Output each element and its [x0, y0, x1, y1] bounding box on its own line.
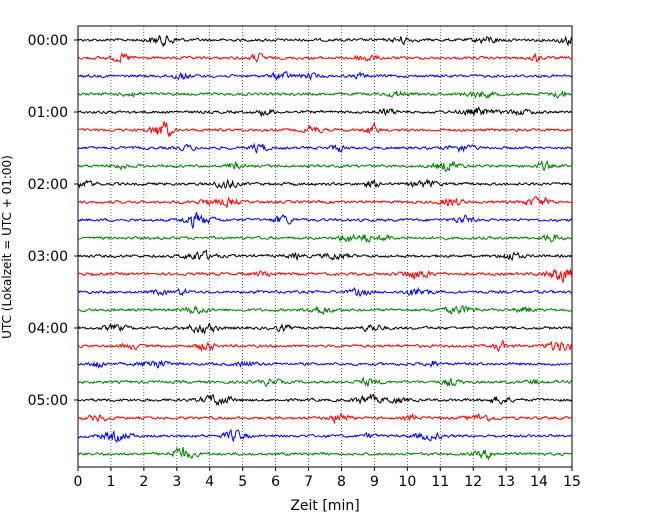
x-tick-label-4: 4 — [205, 474, 214, 490]
trace-line-17 — [77, 339, 573, 353]
x-tick-label-8: 8 — [337, 474, 346, 490]
trace-line-23 — [77, 446, 573, 461]
trace-line-13 — [77, 268, 573, 283]
x-tick-label-3: 3 — [172, 474, 181, 490]
trace-line-12 — [77, 249, 573, 262]
x-tick-label-12: 12 — [464, 474, 482, 490]
trace-line-10 — [77, 211, 573, 229]
y-tick-label-5: 05:00 — [28, 393, 68, 409]
plot-frame — [77, 25, 573, 468]
y-tick-label-4: 04:00 — [28, 321, 68, 337]
x-tick-label-1: 1 — [106, 474, 115, 490]
trace-line-2 — [77, 71, 573, 81]
trace-line-19 — [77, 376, 573, 388]
y-axis-label: UTC (Lokalzeit = UTC + 01:00) — [0, 155, 14, 339]
trace-line-21 — [77, 412, 573, 425]
trace-line-16 — [77, 322, 573, 335]
x-tick-label-6: 6 — [271, 474, 280, 490]
trace-line-7 — [77, 159, 573, 173]
trace-line-4 — [77, 106, 573, 118]
trace-line-9 — [77, 196, 573, 208]
y-tick-label-2: 02:00 — [28, 177, 68, 193]
trace-line-20 — [77, 393, 573, 407]
trace-line-14 — [77, 286, 573, 298]
y-tick-label-0: 00:00 — [28, 33, 68, 49]
trace-line-22 — [77, 428, 573, 444]
x-tick-label-11: 11 — [431, 474, 449, 490]
x-axis-label: Zeit [min] — [290, 498, 359, 514]
trace-line-11 — [77, 233, 573, 244]
x-tick-label-14: 14 — [530, 474, 548, 490]
trace-line-15 — [77, 304, 573, 316]
x-tick-label-15: 15 — [563, 474, 581, 490]
x-tick-label-9: 9 — [370, 474, 379, 490]
x-tick-label-13: 13 — [497, 474, 515, 490]
trace-line-5 — [77, 121, 573, 138]
trace-line-6 — [77, 142, 573, 154]
trace-line-18 — [77, 359, 573, 369]
trace-line-1 — [77, 51, 573, 64]
x-tick-label-0: 0 — [74, 474, 83, 490]
trace-lines — [77, 34, 573, 461]
y-ticks: 00:00 01:00 02:00 03:00 04:00 05:00 — [28, 33, 78, 409]
x-tick-label-10: 10 — [398, 474, 416, 490]
trace-line-3 — [77, 90, 573, 100]
y-tick-label-1: 01:00 — [28, 105, 68, 121]
x-tick-label-7: 7 — [304, 474, 313, 490]
x-tick-label-5: 5 — [238, 474, 247, 490]
trace-line-8 — [77, 178, 573, 190]
y-tick-label-3: 03:00 — [28, 249, 68, 265]
trace-line-0 — [77, 34, 573, 48]
x-ticks: 0 1 2 3 4 5 6 7 8 9 10 11 12 13 14 15 — [74, 467, 581, 490]
x-tick-label-2: 2 — [139, 474, 148, 490]
